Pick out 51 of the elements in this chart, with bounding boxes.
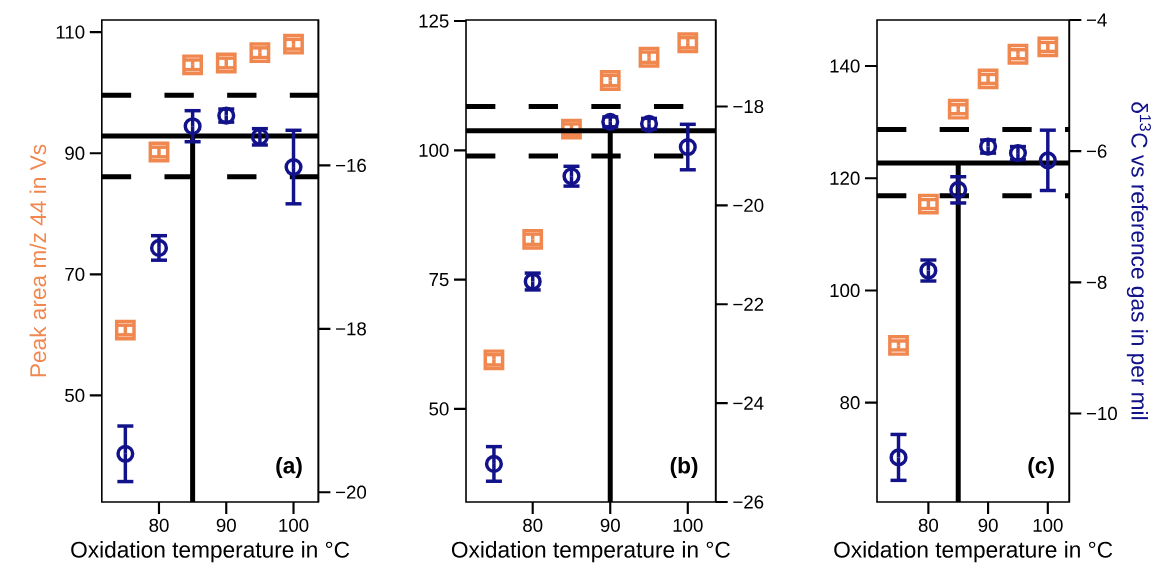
- x-tick-label: 100: [673, 518, 703, 532]
- point: [1038, 151, 1057, 170]
- y-tick-label: 110: [56, 25, 85, 39]
- x-tick-label: 80: [523, 518, 543, 532]
- y2-tick-label: −24: [733, 396, 764, 410]
- y2-tick-label: −16: [336, 158, 366, 173]
- y-tick-label: 70: [65, 267, 85, 281]
- x-tick-label: 90: [600, 518, 620, 532]
- x-tick-label: 80: [149, 518, 169, 532]
- y2-tick-label: −18: [733, 99, 764, 114]
- y2-tick-label: −22: [733, 297, 764, 311]
- point: [116, 444, 135, 463]
- y-tick-label: 90: [65, 146, 85, 160]
- y2-tick-label: −8: [1086, 275, 1107, 289]
- y-tick-label: 125: [419, 14, 449, 28]
- point: [284, 157, 303, 177]
- point: [1007, 43, 1029, 65]
- x-tick-label: 80: [918, 518, 939, 532]
- y-tick-label: 120: [830, 171, 860, 185]
- point: [678, 137, 697, 157]
- y2-tick-label: −4: [1086, 13, 1107, 27]
- y2-tick-label: −26: [733, 495, 764, 509]
- y-tick-label: 80: [840, 396, 860, 410]
- x-tick-label: 100: [279, 518, 309, 532]
- y-tick-label: 75: [429, 273, 449, 287]
- annotation: (a): [276, 456, 302, 479]
- point: [889, 448, 908, 467]
- y-axis-title: Peak area m/z 44 in Vs: [29, 144, 47, 377]
- y-tick-label: 50: [429, 402, 449, 416]
- y2-tick-label: −20: [336, 485, 367, 499]
- point: [183, 117, 202, 136]
- y2-tick-label: −18: [336, 322, 366, 336]
- point: [484, 454, 503, 474]
- point: [149, 238, 169, 257]
- y2-tick-label: −10: [1086, 406, 1117, 421]
- y-tick-label: 100: [830, 283, 860, 298]
- x-tick-label: 90: [216, 518, 236, 532]
- annotation: (b): [670, 456, 698, 479]
- y2-axis-title: δ$^{13}$C vs reference gas in per mil: [1126, 102, 1151, 420]
- annotation: (c): [1028, 456, 1054, 479]
- x-axis-title: Oxidation temperature in °C: [71, 541, 350, 563]
- y-tick-label: 140: [830, 59, 860, 73]
- y-tick-label: 50: [65, 388, 85, 403]
- x-axis-title: Oxidation temperature in °C: [451, 541, 730, 563]
- y-tick-label: 100: [419, 143, 449, 157]
- x-tick-label: 100: [1033, 518, 1063, 532]
- y2-tick-label: −20: [733, 198, 764, 212]
- x-tick-label: 90: [978, 518, 998, 532]
- x-axis-title: Oxidation temperature in °C: [834, 541, 1113, 563]
- y2-tick-label: −6: [1086, 144, 1107, 158]
- point: [949, 180, 968, 199]
